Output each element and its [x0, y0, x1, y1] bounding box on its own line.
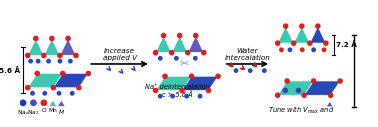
- Circle shape: [29, 59, 32, 63]
- Circle shape: [163, 74, 167, 78]
- Circle shape: [288, 48, 292, 51]
- Circle shape: [311, 88, 316, 93]
- Circle shape: [161, 34, 166, 38]
- Circle shape: [189, 74, 194, 78]
- Text: $M$: $M$: [58, 108, 65, 116]
- Circle shape: [20, 100, 26, 105]
- Circle shape: [180, 88, 184, 93]
- Polygon shape: [155, 36, 172, 53]
- Circle shape: [194, 34, 198, 38]
- Circle shape: [86, 71, 90, 76]
- Circle shape: [296, 88, 301, 93]
- Circle shape: [322, 48, 326, 51]
- Circle shape: [47, 59, 50, 63]
- Polygon shape: [28, 73, 63, 88]
- Circle shape: [43, 92, 46, 95]
- Polygon shape: [327, 102, 333, 107]
- Circle shape: [153, 51, 158, 55]
- Circle shape: [50, 36, 54, 41]
- Circle shape: [202, 51, 206, 55]
- Circle shape: [170, 51, 174, 55]
- Circle shape: [171, 94, 174, 98]
- Circle shape: [58, 59, 62, 63]
- Text: Na⁺ deintercalation
c > 5.6 Å: Na⁺ deintercalation c > 5.6 Å: [146, 84, 210, 98]
- Polygon shape: [182, 76, 218, 90]
- Circle shape: [248, 69, 252, 72]
- Circle shape: [66, 36, 70, 41]
- Text: Increase
applied V: Increase applied V: [102, 48, 136, 61]
- Circle shape: [283, 88, 287, 93]
- Circle shape: [153, 88, 158, 93]
- Polygon shape: [278, 81, 314, 95]
- Polygon shape: [294, 26, 310, 43]
- Circle shape: [159, 57, 162, 60]
- Circle shape: [74, 53, 78, 58]
- Circle shape: [36, 59, 40, 63]
- Circle shape: [308, 41, 312, 45]
- Circle shape: [324, 41, 328, 45]
- Circle shape: [328, 93, 333, 97]
- Circle shape: [58, 53, 62, 58]
- Circle shape: [198, 94, 202, 98]
- Circle shape: [31, 92, 34, 95]
- Circle shape: [51, 86, 56, 90]
- Circle shape: [42, 53, 46, 58]
- Circle shape: [194, 57, 197, 60]
- Text: 5.6 Å: 5.6 Å: [0, 67, 20, 74]
- Polygon shape: [304, 81, 340, 95]
- Polygon shape: [278, 26, 294, 43]
- Polygon shape: [50, 101, 56, 106]
- Circle shape: [41, 100, 46, 105]
- Polygon shape: [28, 38, 44, 55]
- Circle shape: [302, 93, 306, 97]
- Polygon shape: [155, 76, 192, 90]
- Circle shape: [316, 24, 320, 28]
- Circle shape: [175, 57, 178, 60]
- Circle shape: [159, 94, 162, 98]
- Polygon shape: [53, 73, 88, 88]
- Circle shape: [234, 69, 238, 72]
- Circle shape: [216, 74, 220, 78]
- Circle shape: [77, 86, 81, 90]
- Circle shape: [34, 36, 38, 41]
- Text: Water
intercalation: Water intercalation: [225, 48, 270, 61]
- Circle shape: [300, 24, 304, 28]
- Circle shape: [178, 34, 182, 38]
- Polygon shape: [188, 36, 204, 53]
- Text: O: O: [42, 108, 46, 113]
- Polygon shape: [172, 36, 188, 53]
- Circle shape: [312, 48, 315, 51]
- Circle shape: [276, 93, 280, 97]
- Polygon shape: [44, 38, 60, 55]
- Circle shape: [280, 48, 283, 51]
- Circle shape: [285, 79, 289, 83]
- Polygon shape: [60, 38, 76, 55]
- Circle shape: [61, 71, 65, 76]
- Circle shape: [57, 92, 61, 95]
- Circle shape: [31, 100, 36, 105]
- Text: 7.2 Å: 7.2 Å: [336, 41, 357, 48]
- Circle shape: [263, 69, 266, 72]
- Circle shape: [311, 79, 316, 83]
- Circle shape: [185, 94, 189, 98]
- Circle shape: [301, 48, 304, 51]
- Circle shape: [26, 86, 30, 90]
- Polygon shape: [58, 101, 65, 106]
- Circle shape: [26, 53, 30, 58]
- Circle shape: [284, 24, 288, 28]
- Text: Na$_x$: Na$_x$: [17, 108, 29, 117]
- Text: ✂: ✂: [180, 59, 189, 69]
- Circle shape: [35, 71, 39, 76]
- Circle shape: [71, 92, 74, 95]
- Polygon shape: [310, 26, 326, 43]
- Circle shape: [206, 88, 211, 93]
- Circle shape: [292, 41, 296, 45]
- Circle shape: [69, 59, 72, 63]
- Text: Tune with V$_{\rm max}$ and: Tune with V$_{\rm max}$ and: [268, 105, 335, 116]
- Circle shape: [338, 79, 342, 83]
- Circle shape: [276, 41, 280, 45]
- Text: Na$_2$: Na$_2$: [27, 108, 40, 117]
- Circle shape: [186, 51, 190, 55]
- Text: Mn: Mn: [48, 108, 57, 113]
